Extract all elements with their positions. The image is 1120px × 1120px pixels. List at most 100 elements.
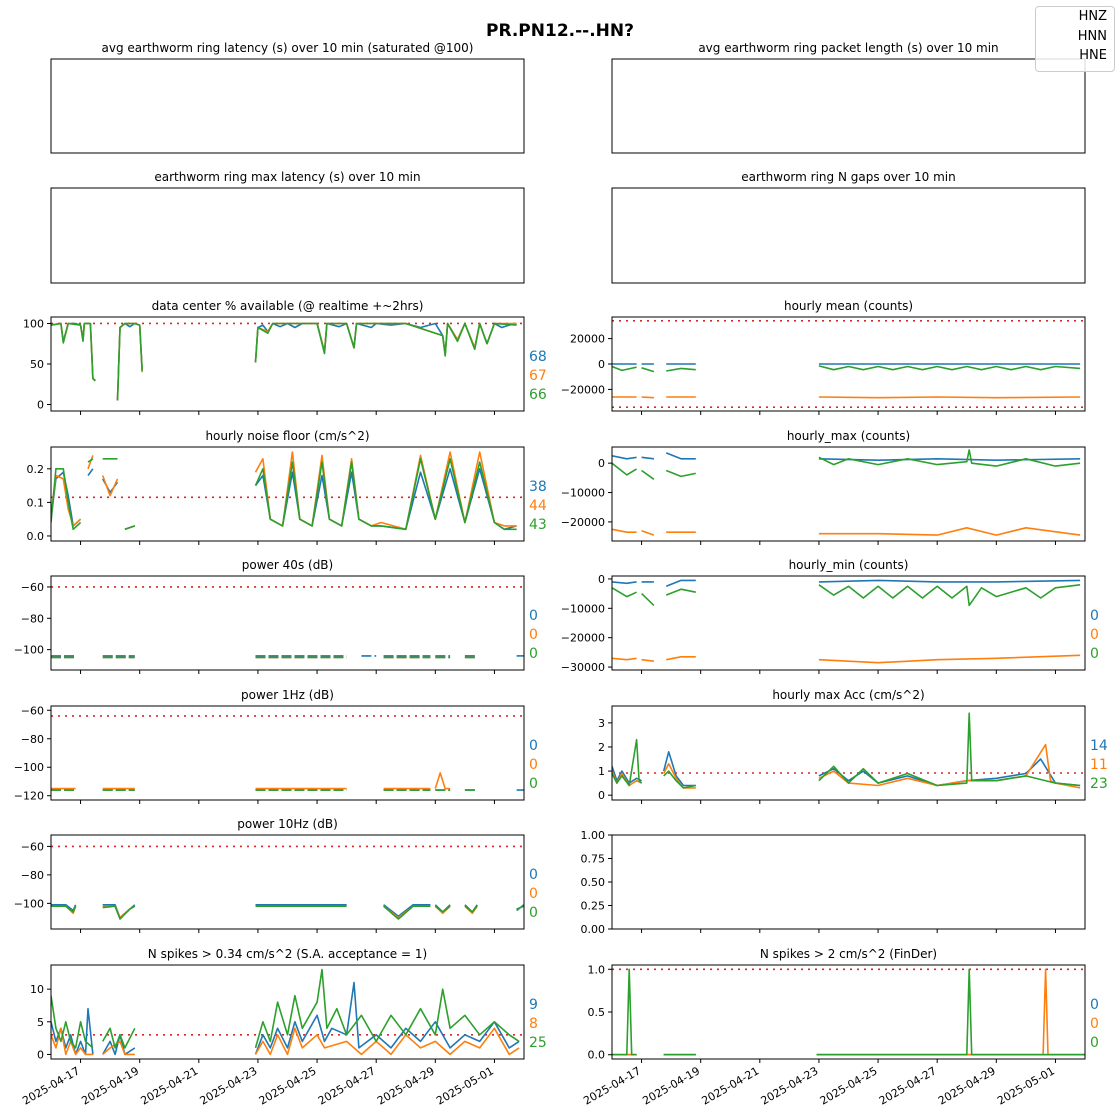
y-tick-label: 0.0: [588, 1049, 606, 1062]
side-value-hnz: 0: [1090, 997, 1099, 1013]
panel-title: power 1Hz (dB): [241, 688, 334, 702]
axes-frame: [50, 705, 525, 801]
y-tick-label: −10000: [561, 602, 605, 615]
panel-power-40s: power 40s (dB) −100 −80 −60 0 0 0: [14, 558, 538, 674]
panel-title: earthworm ring N gaps over 10 min: [741, 170, 955, 184]
y-tick-label: 0.75: [581, 853, 606, 866]
x-tick-label: 2025-05-01: [434, 1064, 496, 1107]
series-hnn-line: [612, 968, 1085, 1056]
legend-item-hne: HNE: [1079, 48, 1107, 63]
legend-item-hnn: HNN: [1077, 28, 1107, 44]
axes-frame: [50, 575, 525, 671]
panel-power-1hz: power 1Hz (dB) −120 −100 −80 −60 0 0 0: [14, 688, 538, 804]
series-hne-line: [612, 968, 1085, 1056]
panel-title: hourly noise floor (cm/s^2): [205, 429, 369, 443]
y-tick-label: 0.00: [581, 923, 606, 936]
panel-avg-packet-length: avg earthworm ring packet length (s) ove…: [611, 41, 1086, 154]
axes-frame: [611, 705, 1086, 801]
series-hnn-line: [612, 527, 1081, 536]
y-tick-label: 0: [598, 573, 605, 586]
series-hnz-line: [612, 579, 1081, 588]
x-tick-label: 2025-04-23: [759, 1064, 821, 1107]
x-tick-label: 2025-05-01: [995, 1064, 1057, 1107]
panel-avg-latency: avg earthworm ring latency (s) over 10 m…: [50, 41, 525, 154]
y-tick-label: −20000: [561, 383, 605, 396]
panel-noise-floor: hourly noise floor (cm/s^2) 0.0 0.1 0.2 38 44…: [27, 429, 547, 545]
panel-title: N spikes > 2 cm/s^2 (FinDer): [760, 947, 937, 961]
y-tick-label: −80: [21, 733, 44, 746]
y-tick-label: 0.0: [27, 530, 45, 543]
panel-hourly-min: hourly_min (counts) −30000 −20000 −10000 0 0 0…: [561, 558, 1099, 674]
panel-power-10hz: power 10Hz (dB) −100 −80 −60 0 0 0: [14, 817, 538, 933]
axes-frame: [611, 964, 1086, 1060]
series-hne-line: [51, 968, 520, 1049]
y-tick-label: 100: [23, 317, 44, 330]
y-tick-label: 0: [598, 358, 605, 371]
x-tick-label: 2025-04-25: [257, 1064, 319, 1107]
y-tick-label: 0.1: [27, 496, 45, 509]
side-value-hnn: 0: [1090, 1016, 1099, 1032]
series-hnn-line: [51, 772, 451, 790]
figure-title: PR.PN12.--.HN?: [486, 21, 634, 41]
panel-title: data center % available (@ realtime +~2h…: [152, 299, 424, 313]
series-hne-line: [612, 584, 1081, 607]
panel-max-latency: earthworm ring max latency (s) over 10 m…: [50, 170, 525, 284]
y-tick-label: 1: [598, 765, 605, 778]
panel-title: power 40s (dB): [242, 558, 333, 572]
axes-frame: [611, 575, 1086, 671]
axes-frame: [50, 834, 525, 930]
axes-frame: [50, 316, 525, 412]
y-tick-label: −60: [21, 840, 44, 853]
panel-title: avg earthworm ring latency (s) over 10 m…: [102, 41, 474, 55]
x-tick-label: 2025-04-19: [640, 1064, 702, 1107]
y-tick-label: −120: [14, 790, 44, 803]
side-value-hne: 25: [529, 1035, 547, 1051]
series-hne-line: [612, 449, 1081, 480]
side-value-hnn: 0: [529, 757, 538, 773]
side-value-hne: 0: [529, 905, 538, 921]
series-hnz-line: [612, 452, 1081, 461]
panel-spikes-2: N spikes > 2 cm/s^2 (FinDer)2025-04-1720…: [581, 947, 1099, 1108]
axes-frame: [611, 58, 1086, 154]
side-value-hnz: 0: [529, 738, 538, 754]
series-hne-line: [51, 905, 524, 920]
y-tick-label: −60: [21, 581, 44, 594]
series-hnn-line: [51, 451, 517, 531]
side-value-hnn: 0: [529, 627, 538, 643]
side-value-hnn: 11: [1090, 757, 1108, 773]
y-tick-label: 20000: [570, 333, 605, 346]
panel-n-gaps: earthworm ring N gaps over 10 min: [611, 170, 1086, 284]
axes-frame: [50, 446, 525, 542]
panel-availability: data center % available (@ realtime +~2h…: [23, 299, 547, 415]
panel-title: hourly max Acc (cm/s^2): [772, 688, 924, 702]
x-tick-label: 2025-04-23: [198, 1064, 260, 1107]
axes-frame: [50, 187, 525, 284]
y-tick-label: −20000: [561, 516, 605, 529]
y-tick-label: −100: [14, 761, 44, 774]
y-tick-label: −80: [21, 869, 44, 882]
side-value-hnn: 0: [1090, 627, 1099, 643]
y-tick-label: 3: [598, 717, 605, 730]
axes-frame: [50, 58, 525, 154]
y-tick-label: 0: [598, 789, 605, 802]
panel-title: power 10Hz (dB): [237, 817, 338, 831]
panel-spikes-034: N spikes > 0.34 cm/s^2 (S.A. acceptance …: [20, 947, 547, 1108]
side-value-hne: 0: [529, 646, 538, 662]
side-value-hnz: 38: [529, 479, 547, 495]
y-tick-label: −60: [21, 704, 44, 717]
y-tick-label: −80: [21, 612, 44, 625]
axes-frame: [50, 964, 525, 1060]
x-tick-label: 2025-04-21: [699, 1064, 761, 1107]
y-tick-label: −100: [14, 644, 44, 657]
y-tick-label: 2: [598, 741, 605, 754]
y-tick-label: 5: [37, 1016, 44, 1029]
panel-hourly-mean: hourly mean (counts) −20000 0 20000: [561, 299, 1086, 415]
side-value-hnn: 0: [529, 886, 538, 902]
side-value-hnz: 14: [1090, 738, 1108, 754]
series-hne-line: [612, 712, 1081, 789]
y-tick-label: 0: [598, 457, 605, 470]
y-tick-label: 0.5: [588, 1006, 606, 1019]
y-tick-label: 10: [30, 983, 44, 996]
side-value-hnz: 9: [529, 997, 538, 1013]
